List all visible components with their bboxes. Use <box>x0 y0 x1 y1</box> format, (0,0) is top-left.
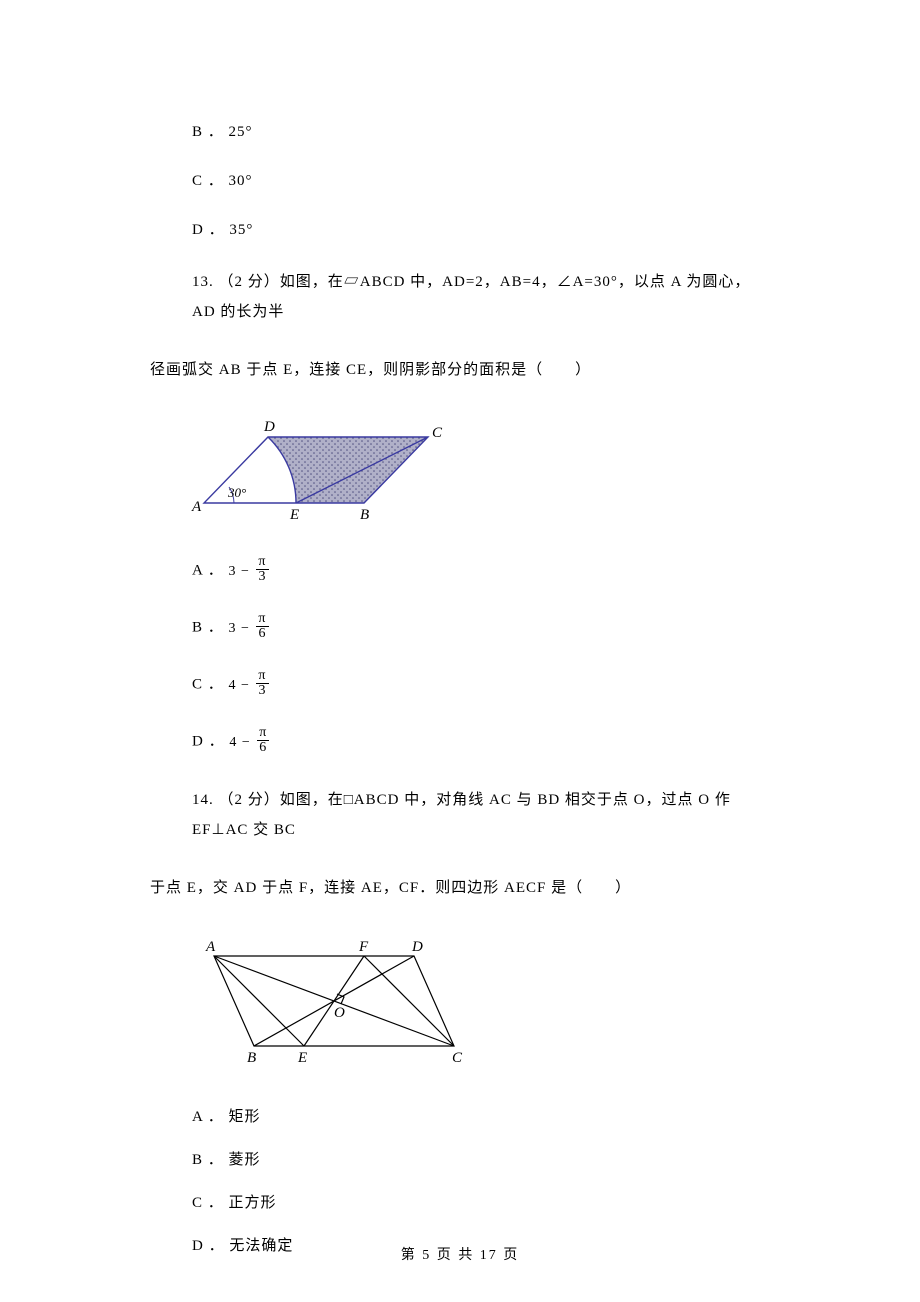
option-label: D ． <box>192 734 225 750</box>
page: B ． 25° C ． 30° D ． 35° 13. （2 分）如图，在▱AB… <box>0 0 920 1302</box>
option-label: D ． <box>192 222 225 238</box>
q14-label-a: A <box>205 939 216 955</box>
math-num: π <box>256 669 268 683</box>
option-text: 正方形 <box>229 1195 277 1211</box>
q13-shaded-region <box>268 437 428 503</box>
q14-label-b: B <box>247 1050 256 1066</box>
math-num: π <box>257 726 269 740</box>
q14-lines <box>214 956 454 1046</box>
option-label: C ． <box>192 677 224 693</box>
math-den: 3 <box>256 683 268 698</box>
q13-option-c: C ． 4 − π 3 <box>192 671 770 700</box>
option-label: C ． <box>192 1195 224 1211</box>
math-frac: π 3 <box>256 555 268 584</box>
q13-label-c: C <box>432 425 443 441</box>
q13-stem-line2: 径画弧交 AB 于点 E，连接 CE，则阴影部分的面积是（ ） <box>150 355 770 385</box>
q14-label-e: E <box>297 1050 307 1066</box>
q13-figure: A B C D E 30° <box>184 413 770 533</box>
q13-option-d: D ． 4 − π 6 <box>192 728 770 757</box>
math-frac: π 6 <box>256 612 268 641</box>
q13-label-a: A <box>191 499 202 515</box>
q14-option-a: A ． 矩形 <box>192 1105 770 1126</box>
q14-svg: A B C D E F O <box>184 931 484 1076</box>
math-frac: π 3 <box>256 669 268 698</box>
option-label: B ． <box>192 620 224 636</box>
page-footer: 第 5 页 共 17 页 <box>0 1244 920 1264</box>
q13-svg: A B C D E 30° <box>184 413 459 528</box>
q14-label-d: D <box>411 939 423 955</box>
math-num: π <box>256 612 268 626</box>
option-math: 4 − π 3 <box>229 678 271 693</box>
q13-option-a: A ． 3 − π 3 <box>192 557 770 586</box>
q14-label-f: F <box>358 939 369 955</box>
q14-stem-line2: 于点 E，交 AD 于点 F，连接 AE，CF．则四边形 AECF 是（ ） <box>150 873 770 903</box>
math-frac: π 6 <box>257 726 269 755</box>
q13-label-angle: 30° <box>227 485 246 500</box>
option-text: 25° <box>229 124 253 140</box>
option-label: A ． <box>192 1109 224 1125</box>
math-whole: 3 <box>229 564 237 579</box>
option-math: 3 − π 3 <box>229 564 271 579</box>
option-text: 矩形 <box>229 1109 261 1125</box>
math-whole: 4 <box>229 735 237 750</box>
option-text: 菱形 <box>229 1152 261 1168</box>
math-den: 6 <box>256 626 268 641</box>
q13-label-b: B <box>360 507 369 523</box>
q14-stem-line1: 14. （2 分）如图，在□ABCD 中，对角线 AC 与 BD 相交于点 O，… <box>192 785 770 845</box>
math-whole: 3 <box>229 621 237 636</box>
math-den: 3 <box>256 569 268 584</box>
q13-stem-line1: 13. （2 分）如图，在▱ABCD 中，AD=2，AB=4，∠A=30°，以点… <box>192 267 770 327</box>
q13-label-d: D <box>263 419 275 435</box>
option-label: A ． <box>192 563 224 579</box>
q12-option-d: D ． 35° <box>192 218 770 239</box>
option-text: 35° <box>229 222 253 238</box>
option-label: B ． <box>192 1152 224 1168</box>
math-den: 6 <box>257 740 269 755</box>
option-text: 30° <box>229 173 253 189</box>
math-whole: 4 <box>229 678 237 693</box>
q14-option-b: B ． 菱形 <box>192 1148 770 1169</box>
q12-option-b: B ． 25° <box>192 120 770 141</box>
q14-label-c: C <box>452 1050 463 1066</box>
option-label: C ． <box>192 173 224 189</box>
q13-option-b: B ． 3 − π 6 <box>192 614 770 643</box>
q14-label-o: O <box>334 1005 345 1021</box>
q13-label-e: E <box>289 507 299 523</box>
q14-figure: A B C D E F O <box>184 931 770 1081</box>
q12-option-c: C ． 30° <box>192 169 770 190</box>
q14-option-c: C ． 正方形 <box>192 1191 770 1212</box>
math-num: π <box>256 555 268 569</box>
option-math: 4 − π 6 <box>229 735 271 750</box>
option-label: B ． <box>192 124 224 140</box>
option-math: 3 − π 6 <box>229 621 271 636</box>
